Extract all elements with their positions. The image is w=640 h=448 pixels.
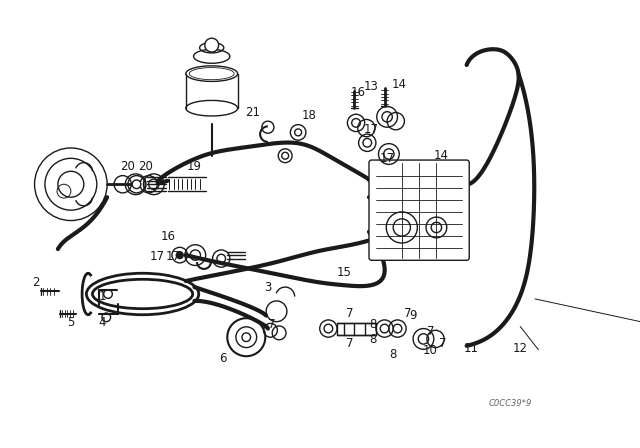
Circle shape (132, 180, 141, 189)
Text: 17: 17 (364, 123, 379, 136)
Text: 17: 17 (150, 250, 164, 263)
Text: 7: 7 (404, 307, 412, 320)
Text: 7: 7 (427, 325, 434, 338)
FancyBboxPatch shape (369, 160, 469, 260)
Text: 7: 7 (268, 318, 276, 331)
Text: 1: 1 (98, 290, 106, 303)
Text: 2: 2 (33, 276, 40, 289)
Text: 18: 18 (302, 108, 317, 121)
Text: 17: 17 (165, 250, 180, 263)
Text: 16: 16 (351, 86, 366, 99)
Text: 14: 14 (392, 78, 407, 90)
Text: 7: 7 (346, 337, 354, 350)
Text: 20: 20 (120, 160, 135, 173)
Text: 15: 15 (337, 266, 351, 279)
Text: 9: 9 (410, 309, 417, 322)
Circle shape (176, 252, 183, 258)
Bar (337, 323, 376, 335)
Text: 14: 14 (433, 149, 448, 162)
Text: 7: 7 (346, 307, 354, 320)
Text: 13: 13 (364, 80, 379, 93)
Text: 8: 8 (370, 318, 377, 331)
Text: 20: 20 (138, 160, 152, 173)
Text: 8: 8 (390, 348, 397, 361)
Text: 5: 5 (67, 316, 74, 329)
Text: 12: 12 (513, 342, 528, 355)
Text: 17: 17 (380, 152, 395, 165)
Text: C0CC39*9: C0CC39*9 (488, 399, 532, 408)
Text: 6: 6 (219, 352, 227, 365)
Circle shape (205, 38, 219, 52)
Text: 8: 8 (370, 333, 377, 346)
Text: 21: 21 (245, 106, 260, 119)
Text: 4: 4 (98, 316, 106, 329)
Text: 11: 11 (463, 342, 479, 355)
Text: 16: 16 (161, 229, 176, 243)
Text: 3: 3 (264, 281, 271, 294)
Text: 7: 7 (438, 337, 446, 350)
Text: 10: 10 (423, 344, 438, 357)
Text: 19: 19 (187, 160, 202, 173)
